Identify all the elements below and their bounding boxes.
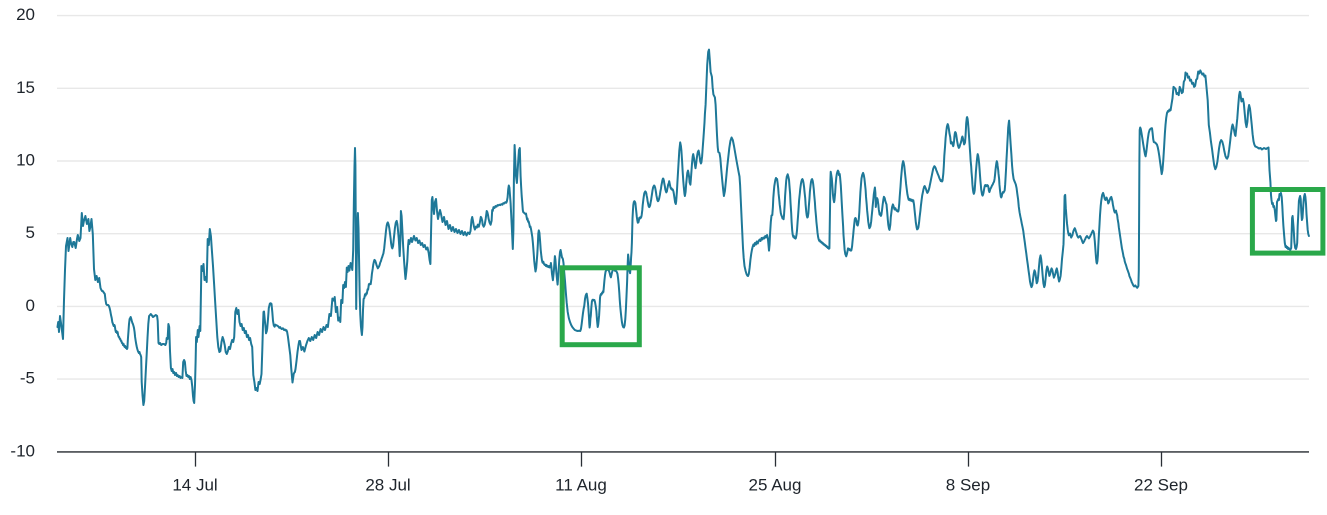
svg-text:28 Jul: 28 Jul xyxy=(365,476,410,495)
svg-text:22 Sep: 22 Sep xyxy=(1134,476,1188,495)
svg-text:-10: -10 xyxy=(10,441,35,460)
svg-text:20: 20 xyxy=(16,5,35,24)
svg-text:11 Aug: 11 Aug xyxy=(555,476,607,495)
svg-text:0: 0 xyxy=(26,296,35,315)
svg-text:8 Sep: 8 Sep xyxy=(946,476,990,495)
svg-text:5: 5 xyxy=(26,223,35,242)
svg-text:10: 10 xyxy=(16,151,35,170)
svg-text:25 Aug: 25 Aug xyxy=(749,476,802,495)
svg-text:14 Jul: 14 Jul xyxy=(172,476,217,495)
svg-text:-5: -5 xyxy=(20,369,35,388)
svg-text:15: 15 xyxy=(16,78,35,97)
